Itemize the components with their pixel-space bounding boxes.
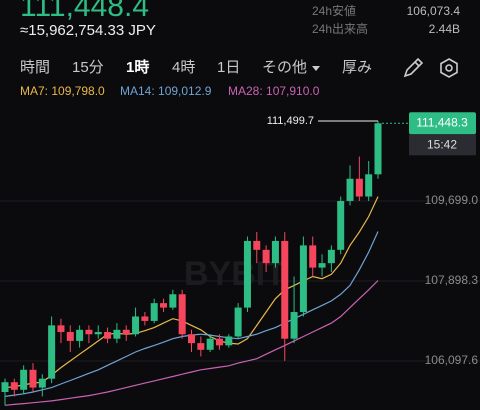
candle-body xyxy=(48,325,56,379)
price-tag xyxy=(409,112,476,135)
candle-body xyxy=(113,329,121,339)
ma-line xyxy=(4,280,379,406)
candle-body xyxy=(141,316,149,321)
candle-body xyxy=(132,316,140,335)
tab[interactable]: その他 xyxy=(262,59,307,76)
candle-body xyxy=(365,174,373,197)
candle-body xyxy=(10,382,18,390)
candle-body xyxy=(215,338,223,346)
tab[interactable]: 1日 xyxy=(217,59,240,76)
ma-line xyxy=(4,196,379,389)
pencil-icon[interactable] xyxy=(403,57,424,78)
candle-body xyxy=(178,294,186,335)
candle-body xyxy=(29,369,37,388)
candle-body xyxy=(76,329,84,341)
tab[interactable]: 時間 xyxy=(20,59,50,76)
dropdown-arrow xyxy=(312,66,320,71)
legend-entry: MA7: 109,798.0 xyxy=(20,84,105,98)
y-tick-label: 109,699.0 xyxy=(425,193,479,207)
candle-body xyxy=(299,245,307,313)
y-tick-label: 106,097.6 xyxy=(425,353,479,367)
candle-body xyxy=(150,303,158,321)
low-value: 106,073.4 xyxy=(407,4,461,18)
candle-body xyxy=(38,378,46,388)
candle-body xyxy=(337,200,345,250)
candle-body xyxy=(188,334,195,344)
candle-body xyxy=(327,249,335,264)
candle-body xyxy=(169,294,177,308)
candle-body xyxy=(225,336,233,346)
watermark: BYBIT xyxy=(184,255,286,293)
candle-body xyxy=(271,240,279,264)
candle-body xyxy=(57,325,65,333)
candle-body xyxy=(122,329,130,335)
legend-entry: MA14: 109,012.9 xyxy=(120,84,212,98)
candle-body xyxy=(20,369,28,390)
high-label: 111,499.7 xyxy=(267,115,314,127)
tab[interactable]: 厚み xyxy=(342,59,372,76)
volume-value: 2.44B xyxy=(429,22,460,36)
countdown-tag xyxy=(409,134,476,156)
tab[interactable]: 15分 xyxy=(72,59,104,76)
candle-body xyxy=(104,332,112,339)
candle-body xyxy=(234,307,242,337)
legend: MA7: 109,798.0 MA14: 109,012.9 MA28: 107,9… xyxy=(20,84,320,98)
candle-body xyxy=(206,338,214,350)
candle-body xyxy=(290,312,298,339)
plot: 106,097.6 107,898.3 109,699.0 111,499.7 111,… xyxy=(0,112,480,406)
y-tick-label: 107,898.3 xyxy=(425,273,479,287)
candle-body xyxy=(94,332,102,335)
candle-body xyxy=(243,240,251,308)
tab[interactable]: 1時 xyxy=(126,58,149,76)
price-tag-label: 111,448.3 xyxy=(416,115,468,129)
candle-body xyxy=(281,240,289,339)
candle-body xyxy=(160,303,168,308)
volume-label: 24h出来高 xyxy=(312,21,368,36)
candle-body xyxy=(318,263,326,268)
tab-bar: 時間 15分 1時 4時 1日 その他 厚み xyxy=(20,58,372,76)
candle-body xyxy=(197,343,205,350)
candle-body xyxy=(85,329,93,335)
legend-entry: MA28: 107,910.0 xyxy=(228,84,320,98)
candle-body xyxy=(346,178,354,201)
candle-body xyxy=(374,123,382,175)
last-price: 111,448.4 xyxy=(20,0,149,23)
jpy-price: ≈15,962,754.33 JPY xyxy=(20,22,156,39)
candle-body xyxy=(1,382,9,393)
candle-body xyxy=(309,245,317,268)
tab[interactable]: 4時 xyxy=(172,59,195,76)
candle-body xyxy=(262,249,270,264)
candle-body xyxy=(355,178,363,197)
candle-body xyxy=(66,332,74,341)
settings-icon[interactable] xyxy=(440,58,458,78)
low-label: 24h安値 xyxy=(312,3,356,18)
candle-body xyxy=(253,240,261,250)
countdown: 15:42 xyxy=(427,137,457,151)
